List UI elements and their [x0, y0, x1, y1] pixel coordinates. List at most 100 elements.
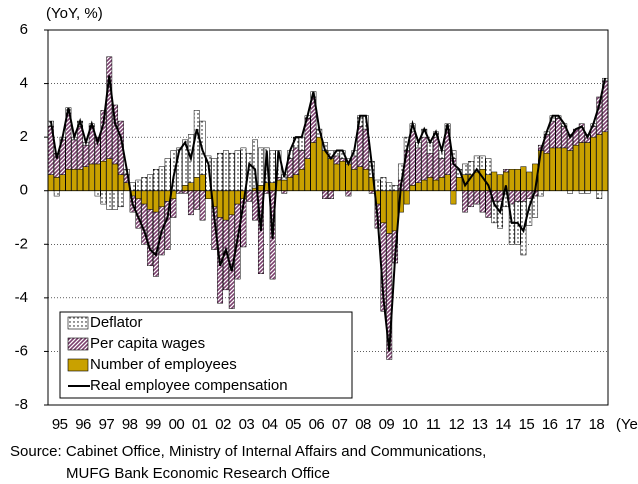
bar-segment [112, 163, 119, 191]
bar-segment [473, 155, 480, 173]
bar-segment [432, 179, 439, 191]
bar-segment [234, 150, 241, 191]
bar-segment [82, 166, 89, 191]
x-tick-label: 03 [239, 416, 255, 433]
bar-segment [292, 147, 299, 175]
x-tick-label: 11 [426, 416, 441, 433]
bar-segment [298, 136, 305, 151]
bar-segment [94, 163, 101, 191]
bar-segment [211, 158, 218, 191]
x-tick-label: 00 [169, 416, 185, 433]
bar-segment [462, 163, 469, 175]
bar-segment [572, 144, 579, 191]
bar-segment [526, 190, 533, 199]
bar-segment [438, 177, 445, 191]
bar-segment [176, 190, 183, 194]
y-tick-label: 0 [20, 182, 28, 199]
bar-segment [339, 161, 346, 191]
x-tick-label: 10 [402, 416, 418, 433]
x-tick-label: 97 [99, 416, 115, 433]
bar-segment [65, 169, 72, 191]
bar-segment [427, 152, 434, 178]
bar-segment [257, 185, 264, 191]
bar-segment [374, 179, 381, 191]
bar-segment [199, 174, 206, 191]
bar-segment [345, 190, 352, 197]
x-tick-label: 18 [589, 416, 605, 433]
bar-segment [345, 163, 352, 191]
bar-segment [94, 136, 101, 165]
bar-segment [100, 110, 107, 162]
bar-segment [537, 190, 544, 197]
bar-segment [71, 169, 78, 191]
x-tick-label: 15 [519, 416, 535, 433]
bar-segment [596, 190, 603, 199]
bar-segment [520, 166, 527, 191]
x-tick-label: 14 [495, 416, 511, 433]
bar-segment [135, 190, 142, 199]
legend: Deflator Per capita wages Number of employ… [59, 311, 353, 399]
bar-segment [298, 150, 305, 170]
bar-segment [584, 190, 591, 194]
bar-segment [182, 139, 189, 186]
bar-segment [543, 152, 550, 191]
bar-segment [112, 104, 119, 165]
bar-segment [77, 126, 84, 170]
y-tick-label: 6 [20, 21, 28, 38]
bar-segment [438, 158, 445, 178]
bar-segment [187, 182, 194, 191]
legend-swatch [67, 316, 89, 330]
bar-segment [205, 190, 212, 199]
bar-segment [602, 131, 609, 191]
legend-label: Deflator [90, 314, 143, 331]
bar-segment [106, 158, 113, 191]
bar-segment [526, 171, 533, 191]
bar-segment [147, 174, 154, 191]
legend-label: Number of employees [90, 356, 237, 373]
bar-segment [421, 179, 428, 191]
legend-swatch [67, 358, 89, 372]
bar-segment [193, 110, 200, 178]
y-tick-label: 2 [20, 128, 28, 145]
y-tick-label: -2 [15, 235, 28, 252]
source: MUFG Bank Economic Research Office [66, 465, 330, 482]
bar-segment [234, 190, 241, 205]
bar-segment [100, 161, 107, 191]
bar-segment [252, 139, 259, 189]
bar-segment [590, 136, 597, 191]
bar-segment [520, 190, 527, 202]
bar-segment [158, 166, 165, 191]
bar-segment [409, 185, 416, 191]
legend-label: Real employee compensation [90, 377, 288, 394]
x-tick-label: 07 [332, 416, 348, 433]
bar-segment [304, 158, 311, 191]
bar-segment [257, 147, 264, 186]
bar-segment [473, 190, 480, 205]
bar-segment [386, 190, 393, 234]
bar-segment [327, 158, 334, 191]
bar-segment [415, 182, 422, 191]
bar-segment [316, 136, 323, 191]
bar-segment [222, 190, 229, 221]
bar-segment [269, 182, 276, 191]
bar-segment [555, 118, 562, 149]
x-tick-label: 05 [285, 416, 301, 433]
bar-segment [71, 139, 78, 170]
bar-segment [514, 169, 521, 191]
x-tick-label: 13 [472, 416, 488, 433]
legend-box [59, 311, 353, 399]
bar-segment [100, 190, 107, 205]
bar-segment [351, 169, 358, 191]
bar-segment [473, 171, 480, 191]
plot-border [47, 29, 609, 406]
bar-segment [491, 171, 498, 191]
bar-segment [357, 166, 364, 191]
bar-segment [141, 177, 148, 191]
bar-segment [497, 201, 504, 229]
bar-segment [193, 190, 200, 210]
bar-segment [187, 190, 194, 216]
bar-segment [409, 131, 416, 186]
bar-segment [53, 190, 60, 197]
bar-segment [508, 203, 515, 245]
bar-segment [403, 190, 410, 205]
